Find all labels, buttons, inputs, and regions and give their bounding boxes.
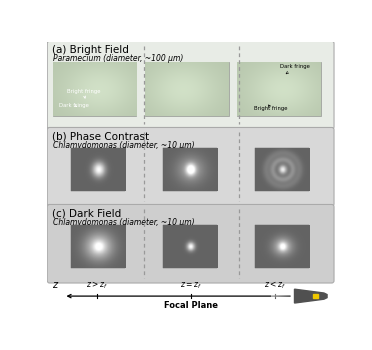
Bar xyxy=(255,148,309,191)
Text: Dark fringe: Dark fringe xyxy=(280,64,310,74)
Text: Focal Plane: Focal Plane xyxy=(164,301,218,310)
Polygon shape xyxy=(295,289,327,303)
Text: (b) Phase Contrast: (b) Phase Contrast xyxy=(52,131,149,141)
Bar xyxy=(53,62,137,116)
Text: Paramecium (diameter, ~100 μm): Paramecium (diameter, ~100 μm) xyxy=(54,54,184,63)
Bar xyxy=(237,62,321,116)
Bar xyxy=(255,225,309,268)
Bar xyxy=(71,225,125,268)
Text: $z > z_f$: $z > z_f$ xyxy=(86,279,108,291)
FancyBboxPatch shape xyxy=(47,41,334,129)
Text: $z = z_f$: $z = z_f$ xyxy=(180,280,202,291)
FancyBboxPatch shape xyxy=(47,204,334,283)
Text: Bright fringe: Bright fringe xyxy=(67,89,100,98)
Bar xyxy=(71,148,125,191)
Text: (c) Dark Field: (c) Dark Field xyxy=(52,208,121,218)
FancyBboxPatch shape xyxy=(47,127,334,206)
Text: (a) Bright Field: (a) Bright Field xyxy=(52,45,129,55)
Text: $z < z_f$: $z < z_f$ xyxy=(264,279,286,291)
Polygon shape xyxy=(313,294,318,299)
Text: Chlamydomonas (diameter, ~10 μm): Chlamydomonas (diameter, ~10 μm) xyxy=(54,218,195,226)
Bar xyxy=(145,62,229,116)
Bar xyxy=(163,148,217,191)
Text: Bright fringe: Bright fringe xyxy=(254,105,288,111)
Text: $z$: $z$ xyxy=(52,280,60,290)
Text: Dark fringe: Dark fringe xyxy=(59,103,89,108)
Bar xyxy=(163,225,217,268)
Text: Chlamydomonas (diameter, ~10 μm): Chlamydomonas (diameter, ~10 μm) xyxy=(54,141,195,149)
